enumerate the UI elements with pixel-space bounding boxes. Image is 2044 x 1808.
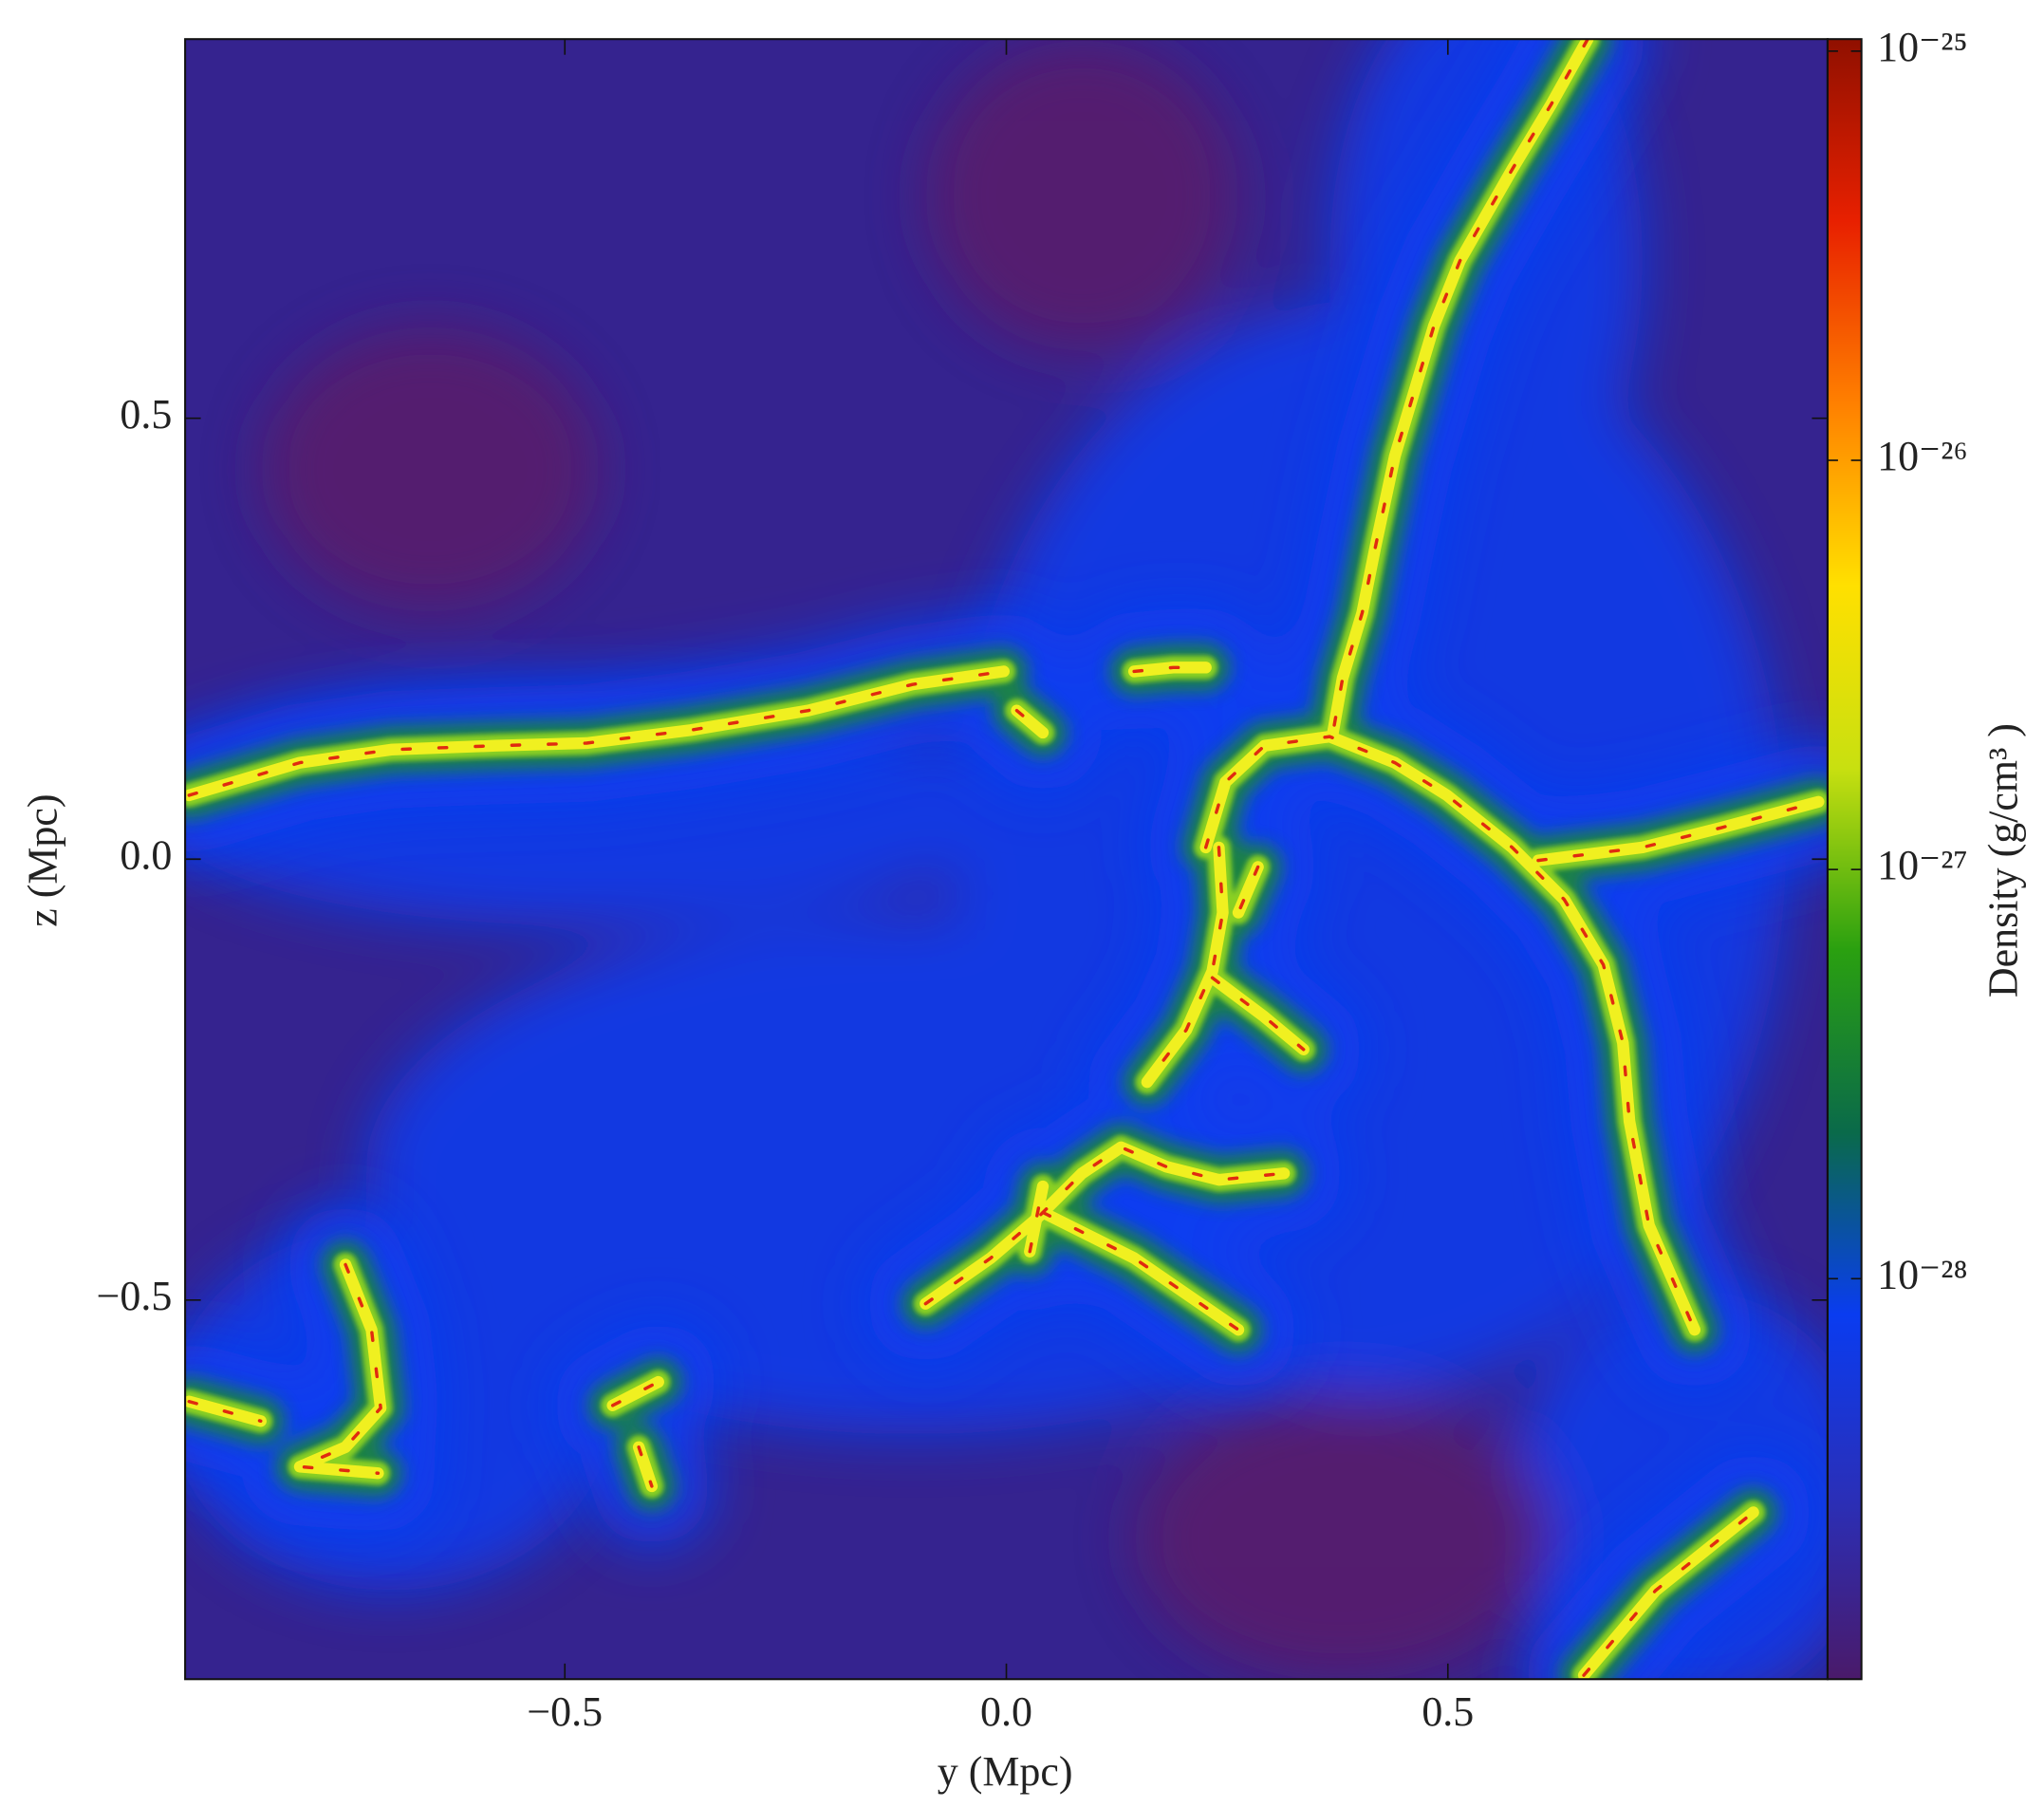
y-axis-label: z (Mpc) [20, 793, 66, 926]
colorbar [1827, 39, 1862, 1680]
density-field [185, 39, 1828, 1680]
colorbar-tick-label: 10⁻²⁵ [1877, 24, 1968, 70]
y-tick-label: 0.0 [120, 831, 172, 878]
x-axis-label: y (Mpc) [938, 1748, 1073, 1795]
colorbar-label: Density (g/cm³ ) [1980, 723, 2027, 997]
colorbar-tick-label: 10⁻²⁷ [1877, 842, 1968, 888]
colorbar-tick-label: 10⁻²⁸ [1877, 1251, 1968, 1297]
y-tick-label: −0.5 [97, 1273, 173, 1319]
x-tick-label: −0.5 [527, 1688, 603, 1735]
y-tick-label: 0.5 [120, 391, 172, 438]
x-tick-label: 0.5 [1422, 1688, 1474, 1735]
x-tick-label: 0.0 [980, 1688, 1032, 1735]
colorbar-tick-label: 10⁻²⁶ [1877, 433, 1968, 479]
